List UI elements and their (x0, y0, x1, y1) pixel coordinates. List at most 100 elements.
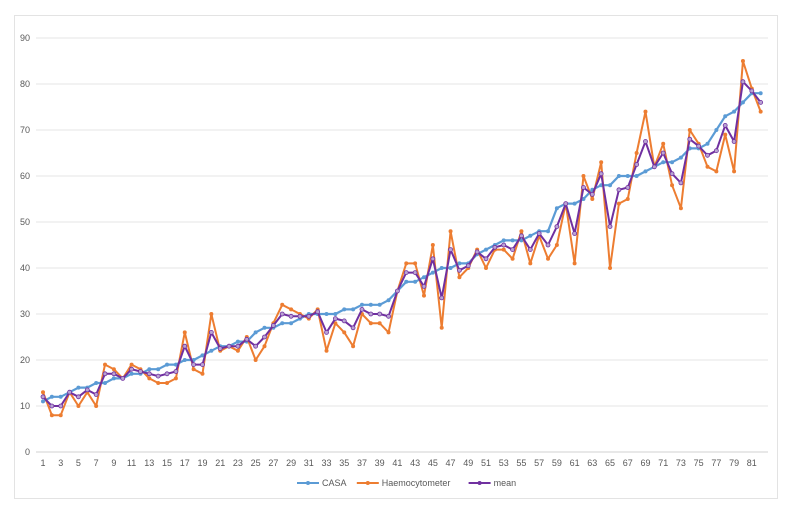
data-point (129, 366, 135, 372)
data-point (129, 371, 134, 376)
data-point (519, 238, 524, 243)
data-point (84, 387, 90, 393)
x-tick-label: 33 (322, 458, 332, 468)
x-tick-label: 69 (640, 458, 650, 468)
data-point (394, 288, 400, 294)
data-point (191, 367, 196, 372)
data-point (253, 343, 259, 349)
data-point (120, 375, 126, 381)
data-point (723, 114, 728, 119)
x-tick-label: 81 (747, 458, 757, 468)
data-point (661, 141, 666, 146)
data-point (111, 376, 116, 381)
data-point (165, 381, 170, 385)
x-tick-label: 43 (410, 458, 420, 468)
data-point (590, 197, 595, 201)
data-point (129, 362, 134, 367)
data-point (289, 307, 294, 312)
data-point (262, 344, 267, 349)
data-point (359, 302, 364, 307)
data-point (67, 389, 72, 395)
data-point (519, 229, 524, 234)
data-point (448, 229, 453, 234)
legend-label: CASA (322, 478, 347, 488)
data-point (306, 313, 312, 319)
data-point (173, 362, 178, 367)
data-point (501, 238, 506, 243)
data-point (554, 206, 559, 211)
data-point (58, 413, 63, 418)
data-point (749, 88, 755, 94)
data-point (492, 244, 498, 250)
data-point (76, 385, 81, 390)
data-point (93, 392, 99, 397)
data-point (297, 313, 303, 319)
data-point (625, 174, 630, 178)
data-point (501, 247, 506, 252)
x-tick-label: 17 (180, 458, 190, 468)
data-point (430, 243, 435, 247)
data-point (111, 371, 117, 377)
data-point (448, 266, 453, 270)
data-point (156, 367, 161, 372)
data-point (430, 270, 435, 275)
data-point (41, 390, 45, 395)
series-line-mean (42, 80, 762, 407)
x-tick-label: 55 (516, 458, 526, 468)
y-tick-label: 0 (25, 447, 30, 457)
data-point (342, 330, 347, 335)
data-point (572, 201, 577, 206)
data-point (41, 399, 45, 404)
data-point (413, 279, 418, 284)
data-point (758, 100, 764, 105)
data-point (200, 353, 205, 358)
data-point (146, 371, 152, 377)
data-point (235, 343, 241, 349)
data-point (253, 358, 258, 362)
data-point (722, 123, 728, 128)
x-tick-label: 65 (605, 458, 615, 468)
data-point (608, 266, 613, 270)
data-point (103, 381, 108, 385)
data-point (324, 329, 329, 335)
data-point (705, 141, 710, 146)
data-point (528, 233, 533, 238)
data-point (439, 295, 445, 301)
data-point (359, 306, 365, 312)
data-point (226, 343, 232, 349)
data-point (616, 174, 621, 178)
data-point (714, 169, 719, 174)
y-tick-label: 80 (20, 79, 30, 89)
data-point (581, 197, 586, 201)
data-point (386, 330, 391, 335)
data-point (209, 312, 214, 316)
data-point (528, 261, 533, 266)
y-tick-label: 40 (20, 263, 30, 273)
data-point (670, 160, 675, 165)
data-point (333, 321, 338, 326)
legend-label: Haemocytometer (382, 478, 451, 488)
data-point (732, 109, 737, 114)
data-point (572, 261, 577, 266)
data-point (670, 183, 675, 188)
series-line-haemocytometer (42, 60, 762, 417)
data-point (705, 164, 710, 169)
x-tick-label: 47 (446, 458, 456, 468)
x-tick-label: 21 (215, 458, 225, 468)
data-point (217, 346, 223, 351)
data-point (758, 109, 763, 114)
data-point (527, 247, 533, 253)
data-point (49, 413, 54, 418)
data-point (731, 139, 737, 144)
data-point (182, 343, 188, 349)
x-tick-label: 23 (233, 458, 243, 468)
data-point (484, 266, 488, 270)
data-point (607, 224, 613, 230)
data-point (501, 242, 507, 248)
y-tick-label: 60 (20, 171, 30, 181)
data-point (262, 334, 267, 340)
data-point (289, 321, 294, 326)
data-point (173, 376, 178, 381)
data-point (351, 307, 356, 312)
data-point (147, 367, 152, 372)
